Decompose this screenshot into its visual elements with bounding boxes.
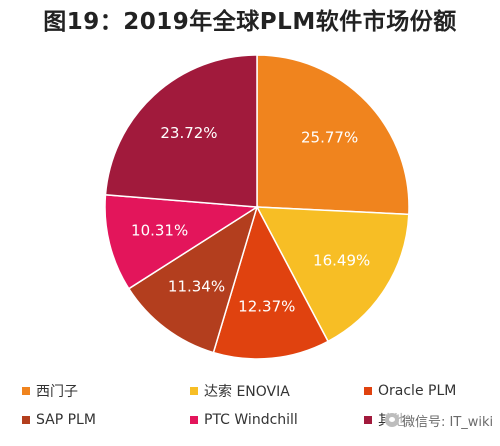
data-label-siemens: 25.77%: [301, 128, 358, 146]
chart-legend: 西门子 达索 ENOVIA Oracle PLM SAP PLM PTC Win…: [0, 380, 500, 440]
legend-item-siemens: 西门子: [22, 380, 78, 402]
wechat-watermark: 微信号: IT_wiki: [385, 409, 497, 431]
pie-slice-ptc: [104, 193, 260, 290]
pie-slice-other: [104, 54, 258, 208]
legend-label: 达索 ENOVIA: [204, 384, 290, 400]
legend-label: PTC Windchill: [204, 412, 298, 428]
legend-item-oracle: Oracle PLM: [364, 380, 456, 402]
legend-item-dassault: 达索 ENOVIA: [190, 380, 290, 402]
data-label-other: 23.72%: [160, 124, 217, 142]
pie-slice-siemens: [256, 54, 410, 216]
legend-swatch-dassault: [190, 387, 198, 395]
pie-slice-sap: [127, 205, 259, 354]
data-label-dassault: 16.49%: [313, 251, 370, 269]
data-label-oracle: 12.37%: [238, 297, 295, 315]
legend-label: SAP PLM: [36, 412, 96, 428]
legend-item-ptc: PTC Windchill: [190, 409, 298, 431]
data-label-ptc: 10.31%: [131, 222, 188, 240]
legend-swatch-sap: [22, 416, 30, 424]
pie-chart: 25.77% 16.49% 12.37% 11.34% 10.31% 23.72%: [104, 54, 410, 360]
watermark-text: 微信号: IT_wiki: [402, 414, 494, 430]
legend-swatch-oracle: [364, 387, 372, 395]
chart-title: 图19：2019年全球PLM软件市场份额: [43, 9, 457, 35]
legend-swatch-other: [364, 416, 372, 424]
legend-swatch-siemens: [22, 387, 30, 395]
pie-slice-dassault: [255, 206, 410, 343]
wechat-icon: [385, 413, 399, 427]
legend-item-sap: SAP PLM: [22, 409, 96, 431]
legend-swatch-ptc: [190, 416, 198, 424]
legend-label: 西门子: [36, 384, 78, 400]
pie-slice-oracle: [212, 205, 330, 360]
legend-label: Oracle PLM: [378, 383, 457, 399]
data-label-sap: 11.34%: [168, 278, 225, 296]
